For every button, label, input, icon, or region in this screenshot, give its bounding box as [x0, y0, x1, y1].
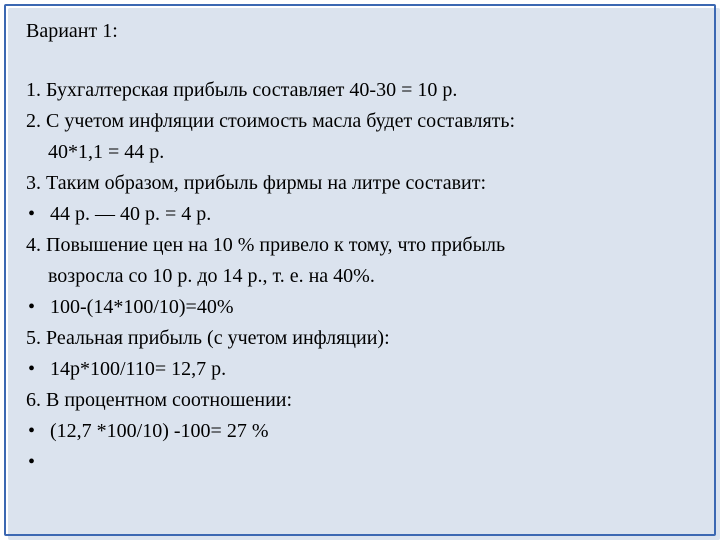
line-2a: 2. С учетом инфляции стоимость масла буд…	[26, 106, 700, 137]
bullet-3: • 44 р. — 40 р. = 4 р.	[26, 199, 700, 230]
line-4b: возросла со 10 р. до 14 р., т. е. на 40%…	[26, 261, 700, 292]
bullet-dot-icon: •	[26, 199, 50, 230]
content-frame: Вариант 1: 1. Бухгалтерская прибыль сост…	[4, 4, 716, 536]
line-1: 1. Бухгалтерская прибыль составляет 40-3…	[26, 75, 700, 106]
line-5: 5. Реальная прибыль (с учетом инфляции):	[26, 323, 700, 354]
bullet-dot-icon: •	[26, 416, 50, 447]
bullet-dot-icon: •	[26, 447, 50, 478]
bullet-dot-icon: •	[26, 354, 50, 385]
line-4a: 4. Повышение цен на 10 % привело к тому,…	[26, 230, 700, 261]
bullet-dot-icon: •	[26, 292, 50, 323]
bullet-4-text: 100-(14*100/10)=40%	[50, 292, 700, 323]
bullet-5: • 14р*100/110= 12,7 р.	[26, 354, 700, 385]
bullet-3-text: 44 р. — 40 р. = 4 р.	[50, 199, 700, 230]
line-6: 6. В процентном соотношении:	[26, 385, 700, 416]
bullet-4: • 100-(14*100/10)=40%	[26, 292, 700, 323]
text-content: Вариант 1: 1. Бухгалтерская прибыль сост…	[26, 16, 700, 524]
bullet-6: • (12,7 *100/10) -100= 27 %	[26, 416, 700, 447]
heading: Вариант 1:	[26, 16, 700, 47]
bullet-6-text: (12,7 *100/10) -100= 27 %	[50, 416, 700, 447]
line-2b: 40*1,1 = 44 р.	[26, 137, 700, 168]
bullet-5-text: 14р*100/110= 12,7 р.	[50, 354, 700, 385]
bullet-empty: •	[26, 447, 700, 478]
line-3: 3. Таким образом, прибыль фирмы на литре…	[26, 168, 700, 199]
